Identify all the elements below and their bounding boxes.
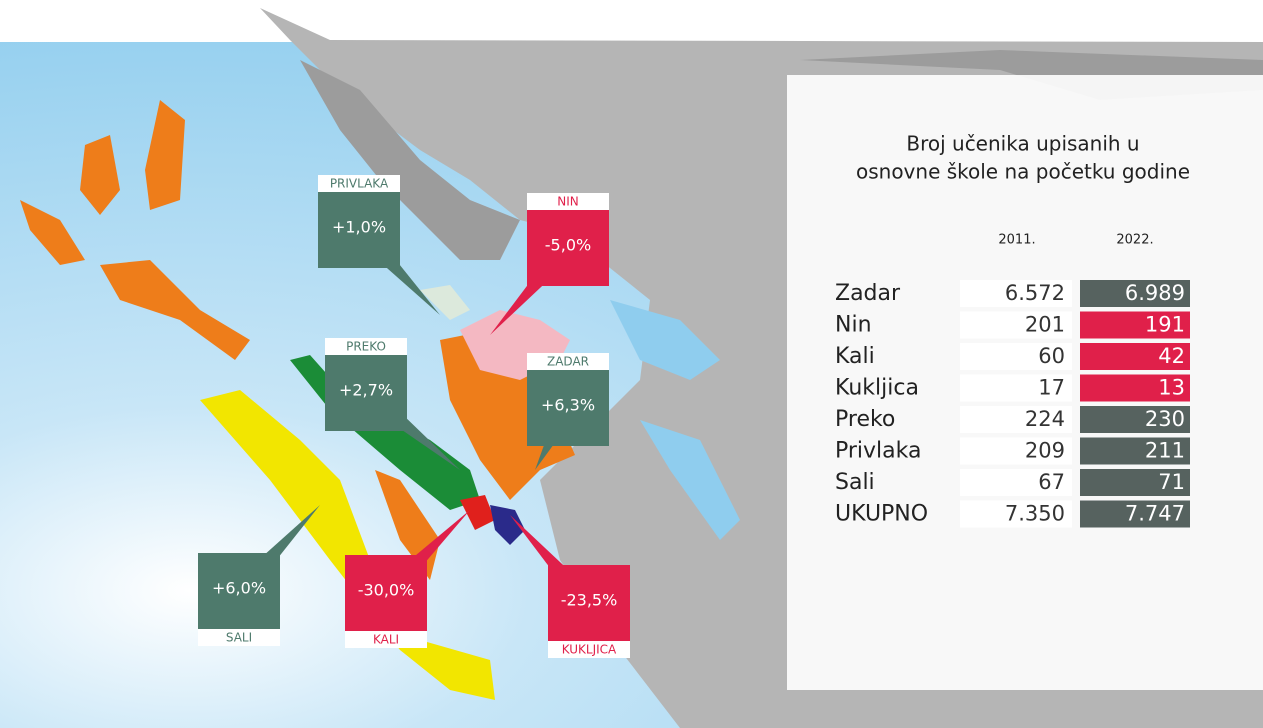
island (145, 100, 185, 210)
callout-tab (527, 193, 609, 210)
callout-box (325, 355, 407, 431)
callout-name: PREKO (346, 340, 386, 354)
cell-2011 (960, 500, 1072, 528)
cell-2011 (960, 343, 1072, 370)
island (80, 135, 120, 215)
callout-box (527, 210, 609, 286)
cell-2022 (1080, 406, 1190, 433)
cell-2011 (960, 280, 1072, 307)
cell-2011 (960, 374, 1072, 402)
value-2022: 7.747 (1125, 502, 1185, 526)
column-header: 2022. (1116, 233, 1153, 248)
value-2011: 6.572 (1005, 281, 1065, 305)
value-2022: 191 (1145, 313, 1185, 337)
value-2022: 230 (1145, 407, 1185, 431)
row-name: Privlaka (835, 439, 922, 464)
row-name: UKUPNO (835, 502, 928, 527)
table: Broj učenika upisanih u osnovne škole na … (835, 132, 1190, 528)
cell-2011 (960, 469, 1072, 496)
value-2022: 211 (1145, 439, 1185, 463)
cell-2011 (960, 437, 1072, 465)
island (300, 60, 520, 260)
callout-change: -5,0% (545, 236, 591, 255)
row-name: Kukljica (835, 376, 919, 401)
table-title: osnovne škole na početku godine (856, 160, 1190, 184)
value-2011: 60 (1038, 344, 1065, 368)
callout-box (527, 370, 609, 446)
value-2022: 13 (1158, 376, 1185, 400)
island (100, 260, 250, 360)
callout-name: PRIVLAKA (330, 177, 389, 191)
cell-2022 (1080, 343, 1190, 370)
callout-change: -23,5% (561, 591, 618, 610)
callout-name: SALI (226, 631, 252, 645)
row-name: Preko (835, 407, 895, 432)
cell-2011 (960, 311, 1072, 339)
value-2011: 67 (1038, 470, 1065, 494)
callout-box (318, 192, 400, 268)
callout-tab (198, 629, 280, 646)
privlaka-area (420, 285, 470, 320)
island (20, 200, 85, 265)
value-2011: 201 (1025, 313, 1065, 337)
sali-island (200, 390, 495, 700)
callout-tab (527, 353, 609, 370)
row-name: Zadar (835, 281, 901, 306)
cell-2022 (1080, 311, 1190, 339)
value-2022: 6.989 (1125, 281, 1185, 305)
cell-2022 (1080, 500, 1190, 528)
cell-2022 (1080, 437, 1190, 465)
cell-2022 (1080, 374, 1190, 402)
value-2022: 42 (1158, 344, 1185, 368)
callout-box (548, 565, 630, 641)
callout-name: KALI (373, 633, 399, 647)
row-name: Nin (835, 313, 872, 338)
callout-change: +2,7% (339, 381, 393, 400)
callout-tab (548, 641, 630, 658)
kukljica-area (490, 505, 525, 545)
row-name: Sali (835, 470, 875, 495)
lake (610, 300, 720, 380)
value-2022: 71 (1158, 470, 1185, 494)
callout-tab (325, 338, 407, 355)
value-2011: 17 (1038, 376, 1065, 400)
column-header: 2011. (998, 233, 1035, 248)
value-2011: 224 (1025, 407, 1065, 431)
lake (640, 420, 740, 540)
callout-name: NIN (557, 195, 579, 209)
callout-tab (345, 631, 427, 648)
kali-area (460, 495, 495, 530)
callout-name: KUKLJICA (562, 643, 617, 657)
callout-box (345, 555, 427, 631)
row-name: Kali (835, 344, 875, 369)
callout-box (198, 553, 280, 629)
cell-2022 (1080, 469, 1190, 496)
callout-tab (318, 175, 400, 192)
callout-name: ZADAR (547, 355, 589, 369)
callouts: PRIVLAKA +1,0% NIN -5,0% PREKO +2,7% ZADAR +6,3… (198, 175, 630, 658)
cell-2022 (1080, 280, 1190, 307)
value-2011: 209 (1025, 439, 1065, 463)
callout-change: -30,0% (358, 581, 415, 600)
table-title: Broj učenika upisanih u (906, 132, 1139, 156)
value-2011: 7.350 (1005, 502, 1065, 526)
callout-change: +6,3% (541, 396, 595, 415)
cell-2011 (960, 406, 1072, 433)
callout-change: +6,0% (212, 579, 266, 598)
callout-change: +1,0% (332, 218, 386, 237)
